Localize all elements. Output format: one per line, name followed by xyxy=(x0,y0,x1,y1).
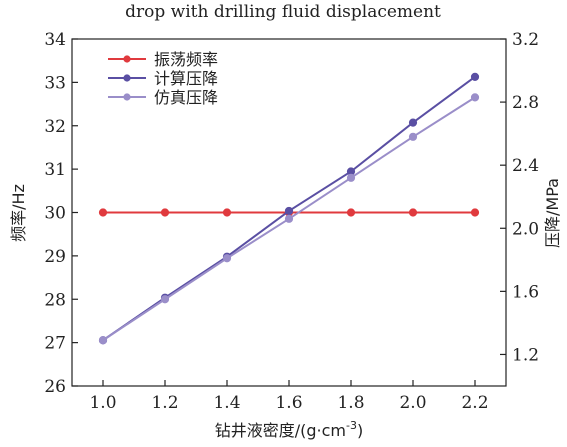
x-axis-label-end: ) xyxy=(357,421,363,440)
data-point xyxy=(98,208,108,217)
y-axis-left: 26 27 28 29 30 31 32 33 34 xyxy=(44,30,78,397)
y-left-tick-label: 34 xyxy=(44,30,66,50)
x-axis-label-sup: -3 xyxy=(346,419,357,432)
series-layer xyxy=(98,72,480,345)
data-point xyxy=(470,93,480,102)
y-axis-right-label: 压降/MPa xyxy=(543,178,562,248)
legend-item: 仿真压降 xyxy=(108,88,218,107)
series-2 xyxy=(98,72,480,345)
data-point xyxy=(222,254,232,263)
y-right-tick-label: 2.8 xyxy=(512,93,539,113)
data-point xyxy=(160,208,170,217)
legend-item: 振荡频率 xyxy=(108,50,218,69)
legend-label: 振荡频率 xyxy=(154,50,218,69)
data-point xyxy=(160,295,170,304)
data-point xyxy=(284,206,294,216)
y-left-tick-label: 32 xyxy=(44,117,66,137)
legend-swatch-marker xyxy=(123,93,131,101)
data-point xyxy=(470,208,480,217)
legend-swatch-marker xyxy=(123,55,131,63)
x-axis: 1.0 1.2 1.4 1.6 1.8 2.0 2.2 xyxy=(89,380,489,413)
x-axis-label-main: 钻井液密度/(g·cm xyxy=(215,421,346,440)
y-right-tick-label: 1.6 xyxy=(512,282,539,302)
y-right-tick-label: 2.0 xyxy=(512,219,539,239)
y-axis-right: 1.2 1.6 2.0 2.4 2.8 3.2 xyxy=(500,30,539,365)
y-left-tick-label: 33 xyxy=(44,73,66,93)
legend-item: 计算压降 xyxy=(108,69,218,88)
data-point xyxy=(470,72,480,81)
legend-label: 计算压降 xyxy=(154,69,218,88)
data-point xyxy=(408,208,418,217)
series-3 xyxy=(98,93,480,345)
y-axis-left-label: 频率/Hz xyxy=(9,184,28,242)
y-left-tick-label: 27 xyxy=(44,334,66,354)
y-right-tick-label: 3.2 xyxy=(512,30,539,50)
chart-title: drop with drilling fluid displacement xyxy=(125,2,441,22)
y-left-tick-label: 28 xyxy=(44,290,66,310)
data-point xyxy=(408,118,418,127)
x-tick-label: 2.2 xyxy=(461,393,488,413)
y-left-tick-label: 29 xyxy=(44,247,66,267)
x-tick-label: 2.0 xyxy=(399,393,426,413)
x-tick-label: 1.8 xyxy=(337,393,364,413)
x-tick-label: 1.2 xyxy=(151,393,178,413)
legend-swatch-marker xyxy=(123,74,131,82)
x-tick-label: 1.4 xyxy=(213,393,240,413)
x-axis-label: 钻井液密度/(g·cm-3) xyxy=(215,419,363,440)
data-point xyxy=(98,336,108,345)
data-point xyxy=(346,208,356,217)
y-left-tick-label: 26 xyxy=(44,377,66,397)
x-tick-label: 1.6 xyxy=(275,393,302,413)
y-left-tick-label: 31 xyxy=(44,160,66,180)
data-point xyxy=(222,208,232,217)
y-right-tick-label: 1.2 xyxy=(512,345,539,365)
legend-label: 仿真压降 xyxy=(154,88,218,107)
data-point xyxy=(346,173,356,182)
x-tick-label: 1.0 xyxy=(89,393,116,413)
y-right-tick-label: 2.4 xyxy=(512,156,539,176)
data-point xyxy=(284,214,294,223)
data-point xyxy=(408,132,418,141)
y-left-tick-label: 30 xyxy=(44,204,66,224)
